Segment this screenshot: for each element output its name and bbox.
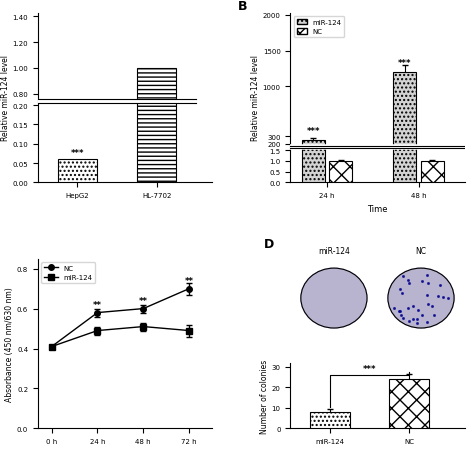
- Point: [445, 295, 452, 302]
- Point: [436, 282, 444, 290]
- Text: NC: NC: [416, 246, 427, 255]
- Point: [428, 303, 436, 310]
- Point: [410, 316, 417, 323]
- Text: ***: ***: [307, 126, 320, 135]
- Point: [423, 318, 430, 326]
- Bar: [393, 73, 416, 183]
- Point: [423, 292, 431, 299]
- Bar: [58, 160, 97, 183]
- Point: [396, 308, 404, 315]
- Point: [404, 277, 412, 284]
- Point: [413, 320, 420, 327]
- Point: [439, 294, 447, 301]
- Bar: [302, 141, 325, 183]
- Text: **: **: [139, 296, 148, 305]
- Point: [400, 273, 407, 280]
- Point: [419, 312, 426, 319]
- Point: [399, 314, 407, 322]
- Point: [404, 304, 412, 312]
- Text: ***: ***: [363, 364, 376, 373]
- Text: miR-124: miR-124: [318, 246, 350, 255]
- Y-axis label: Absorbance (450 nm/630 nm): Absorbance (450 nm/630 nm): [5, 286, 14, 401]
- Circle shape: [388, 268, 454, 328]
- Point: [423, 272, 431, 280]
- Bar: [329, 161, 352, 183]
- Y-axis label: Number of colonies: Number of colonies: [260, 359, 269, 433]
- Point: [430, 312, 438, 319]
- Bar: [310, 412, 350, 428]
- Legend: NC, miR-124: NC, miR-124: [41, 262, 95, 284]
- Point: [395, 308, 403, 315]
- Point: [405, 318, 413, 325]
- Y-axis label: Relative miR-124 level: Relative miR-124 level: [0, 55, 9, 141]
- Text: ***: ***: [398, 59, 412, 68]
- Point: [435, 292, 442, 299]
- Point: [397, 311, 405, 318]
- Circle shape: [301, 268, 367, 328]
- Bar: [137, 69, 176, 183]
- Point: [396, 286, 404, 293]
- Text: B: B: [238, 0, 247, 13]
- Point: [418, 278, 426, 285]
- Point: [424, 280, 431, 287]
- Legend: miR-124, NC: miR-124, NC: [294, 17, 345, 38]
- Point: [390, 305, 398, 313]
- X-axis label: Time: Time: [367, 204, 388, 213]
- Point: [415, 307, 422, 314]
- Point: [409, 303, 417, 310]
- Point: [405, 280, 413, 287]
- Y-axis label: Relative miR-124 level: Relative miR-124 level: [251, 55, 260, 141]
- Point: [398, 290, 405, 297]
- Text: D: D: [264, 237, 274, 250]
- Bar: [421, 161, 444, 183]
- Point: [424, 301, 432, 308]
- Point: [413, 316, 421, 323]
- Text: **: **: [185, 276, 194, 285]
- Bar: [389, 379, 429, 428]
- Text: ***: ***: [71, 149, 84, 158]
- Text: **: **: [93, 300, 102, 309]
